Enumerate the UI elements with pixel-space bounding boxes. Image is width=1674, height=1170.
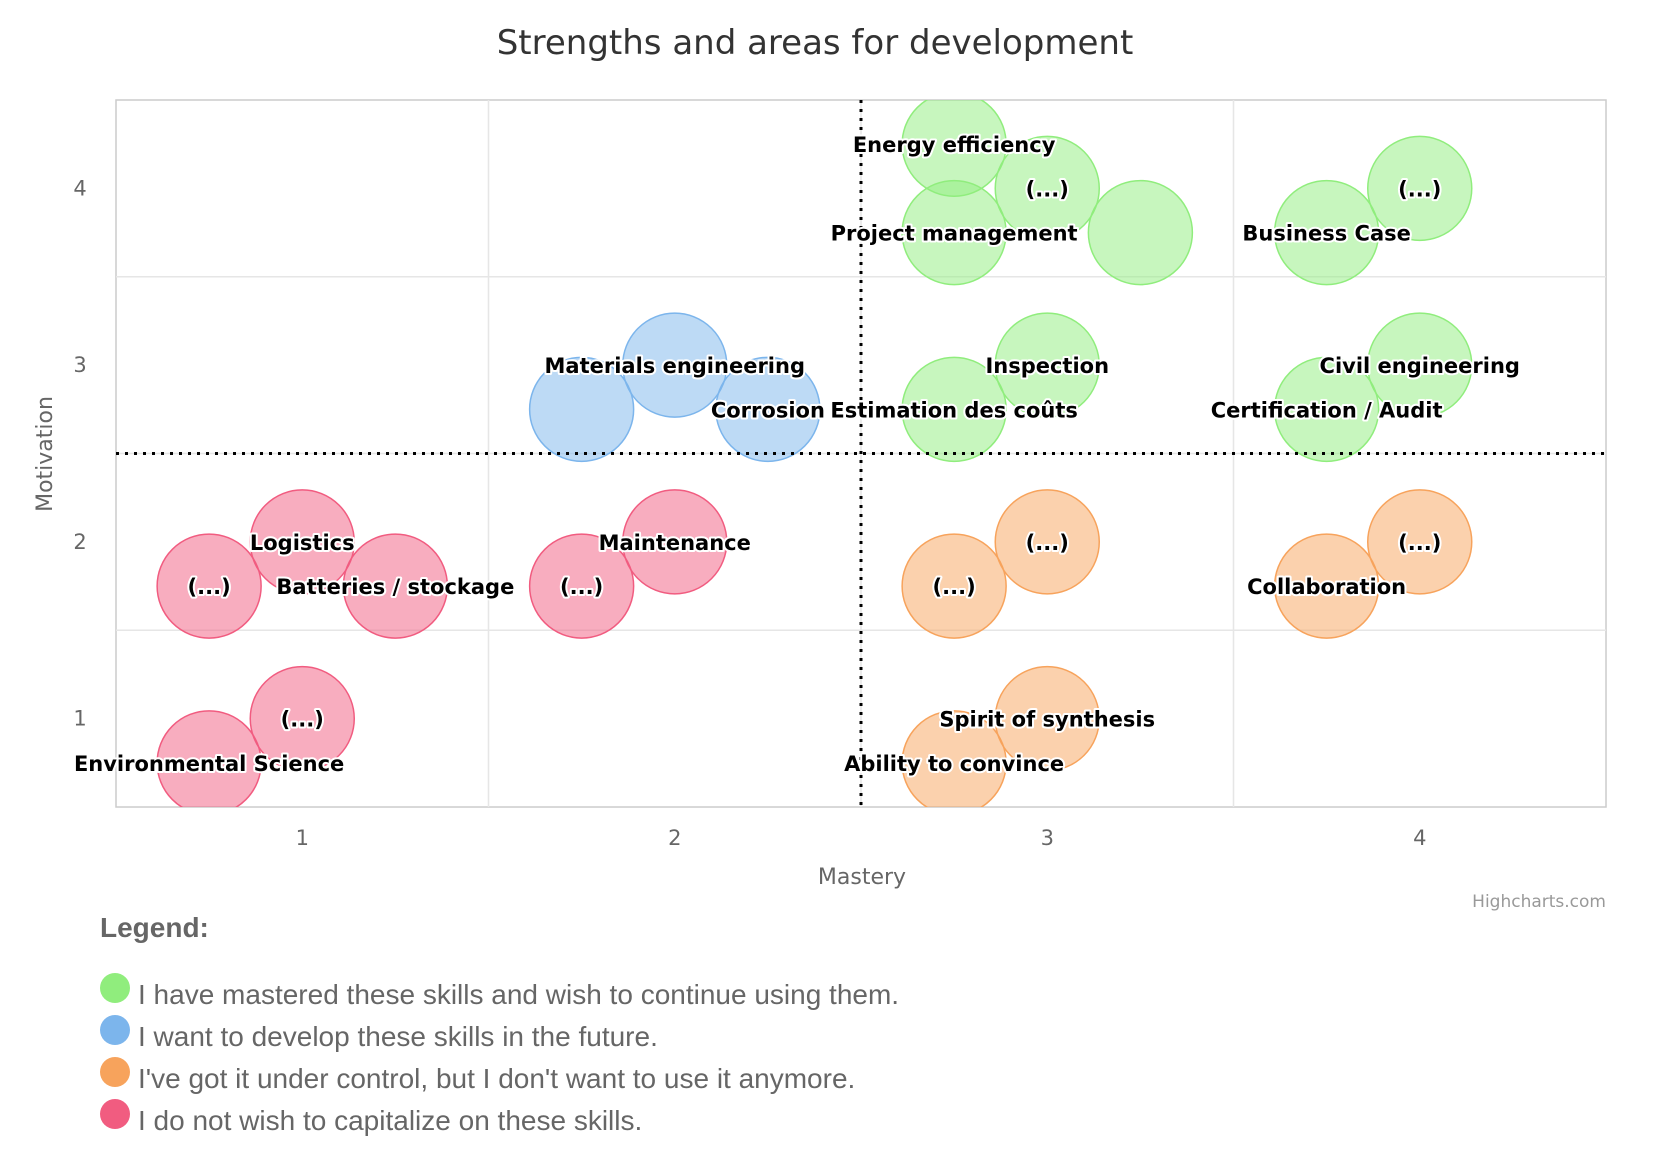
- legend-title: Legend:: [100, 912, 209, 943]
- x-axis-title: Mastery: [818, 865, 906, 890]
- legend-item-mastered: I have mastered these skills and wish to…: [100, 973, 900, 1016]
- legend-dot-orange-icon: [100, 1057, 130, 1087]
- bubble-label: Maintenance: [599, 531, 751, 555]
- axis-ticks: 1 2 3 4 1 2 3 4: [73, 176, 1426, 850]
- y-tick-label: 1: [73, 707, 86, 731]
- chart-title: Strengths and areas for development: [497, 23, 1134, 63]
- bubble-point[interactable]: [994, 135, 1100, 242]
- credits-link[interactable]: Highcharts.com: [1472, 892, 1606, 912]
- bubble-label: (...): [1026, 531, 1069, 555]
- bubble-point[interactable]: [622, 489, 728, 595]
- legend-item-develop: I want to develop these skills in the fu…: [100, 1015, 899, 1058]
- x-tick-label: 4: [1413, 826, 1426, 850]
- bubble-point[interactable]: [994, 665, 1100, 772]
- bubble-label: (...): [1398, 177, 1441, 201]
- bubble-chart: Strengths and areas for development Ener…: [33, 23, 1607, 890]
- legend-item-no-capitalize: I do not wish to capitalize on these ski…: [100, 1099, 899, 1142]
- legend-dot-green-icon: [100, 973, 130, 1003]
- bubble-label: (...): [1026, 177, 1069, 201]
- bubble-point[interactable]: [156, 533, 262, 639]
- bubble-point[interactable]: [1367, 489, 1473, 595]
- bubble-point[interactable]: [901, 356, 1007, 463]
- x-tick-label: 3: [1041, 826, 1054, 850]
- bubble-label: Civil engineering: [1320, 354, 1520, 378]
- legend-label: I want to develop these skills in the fu…: [138, 1021, 658, 1052]
- bubble-label: Collaboration: [1247, 575, 1406, 599]
- bubble-label: (...): [188, 575, 231, 599]
- x-tick-label: 2: [668, 826, 681, 850]
- x-tick-label: 1: [296, 826, 309, 850]
- bubble-label: Certification / Audit: [1211, 398, 1443, 422]
- legend-label: I have mastered these skills and wish to…: [138, 979, 900, 1010]
- y-tick-label: 3: [73, 353, 86, 377]
- bubble-label: Ability to convince: [844, 752, 1064, 776]
- bubble-point[interactable]: [249, 665, 355, 772]
- bubble-point[interactable]: [901, 179, 1007, 286]
- bubble-point[interactable]: [156, 710, 262, 815]
- bubble-label: (...): [933, 575, 976, 599]
- bubble-point[interactable]: [1273, 533, 1380, 639]
- y-axis-title: Motivation: [33, 396, 58, 512]
- y-tick-label: 4: [73, 176, 86, 200]
- bubble-label: Energy efficiency: [853, 133, 1056, 157]
- bubble-label: Business Case: [1242, 222, 1410, 246]
- bubble-point[interactable]: [715, 356, 821, 463]
- bubble-point[interactable]: [1273, 179, 1380, 286]
- bubble-label: (...): [560, 575, 603, 599]
- bubble-point[interactable]: [1087, 179, 1194, 286]
- bubble-series: [156, 100, 1473, 815]
- bubble-point[interactable]: [342, 533, 449, 639]
- bubble-point[interactable]: [901, 710, 1007, 815]
- bubble-label: Logistics: [250, 531, 355, 555]
- bubble-point[interactable]: [994, 489, 1100, 595]
- bubble-point[interactable]: [901, 533, 1007, 639]
- bubble-label: Environmental Science: [74, 752, 344, 776]
- bubble-label: Corrosion: [711, 398, 825, 422]
- bubble-point[interactable]: [528, 533, 635, 639]
- bubble-point[interactable]: [249, 489, 355, 595]
- bubble-point[interactable]: [528, 356, 635, 463]
- bubble-label: (...): [1398, 531, 1441, 555]
- y-tick-label: 2: [73, 530, 86, 554]
- bubble-label: Inspection: [985, 354, 1109, 378]
- bubble-label: (...): [281, 708, 324, 732]
- bubble-label: Batteries / stockage: [276, 575, 514, 599]
- bubble-point[interactable]: [1367, 312, 1473, 418]
- bubble-point[interactable]: [994, 312, 1100, 418]
- bubble-label: Spirit of synthesis: [939, 708, 1155, 732]
- bubble-point[interactable]: [622, 312, 728, 418]
- bubble-point[interactable]: [1273, 356, 1380, 463]
- bubble-point[interactable]: [1367, 135, 1473, 242]
- bubble-label: Materials engineering: [545, 354, 805, 378]
- threshold-lines: [116, 100, 1606, 807]
- bubble-labels: Energy efficiency (...) Project management…: [72, 131, 1522, 778]
- legend-item-under-control: I've got it under control, but I don't w…: [100, 1057, 899, 1100]
- legend-label: I've got it under control, but I don't w…: [138, 1063, 856, 1094]
- bubble-label: Project management: [831, 222, 1078, 246]
- legend-label: I do not wish to capitalize on these ski…: [138, 1105, 643, 1136]
- legend-dot-blue-icon: [100, 1015, 130, 1045]
- legend: Legend: I have mastered these skills and…: [100, 912, 899, 1142]
- legend-dot-pink-icon: [100, 1099, 130, 1129]
- bubble-label: Estimation des coûts: [830, 398, 1078, 422]
